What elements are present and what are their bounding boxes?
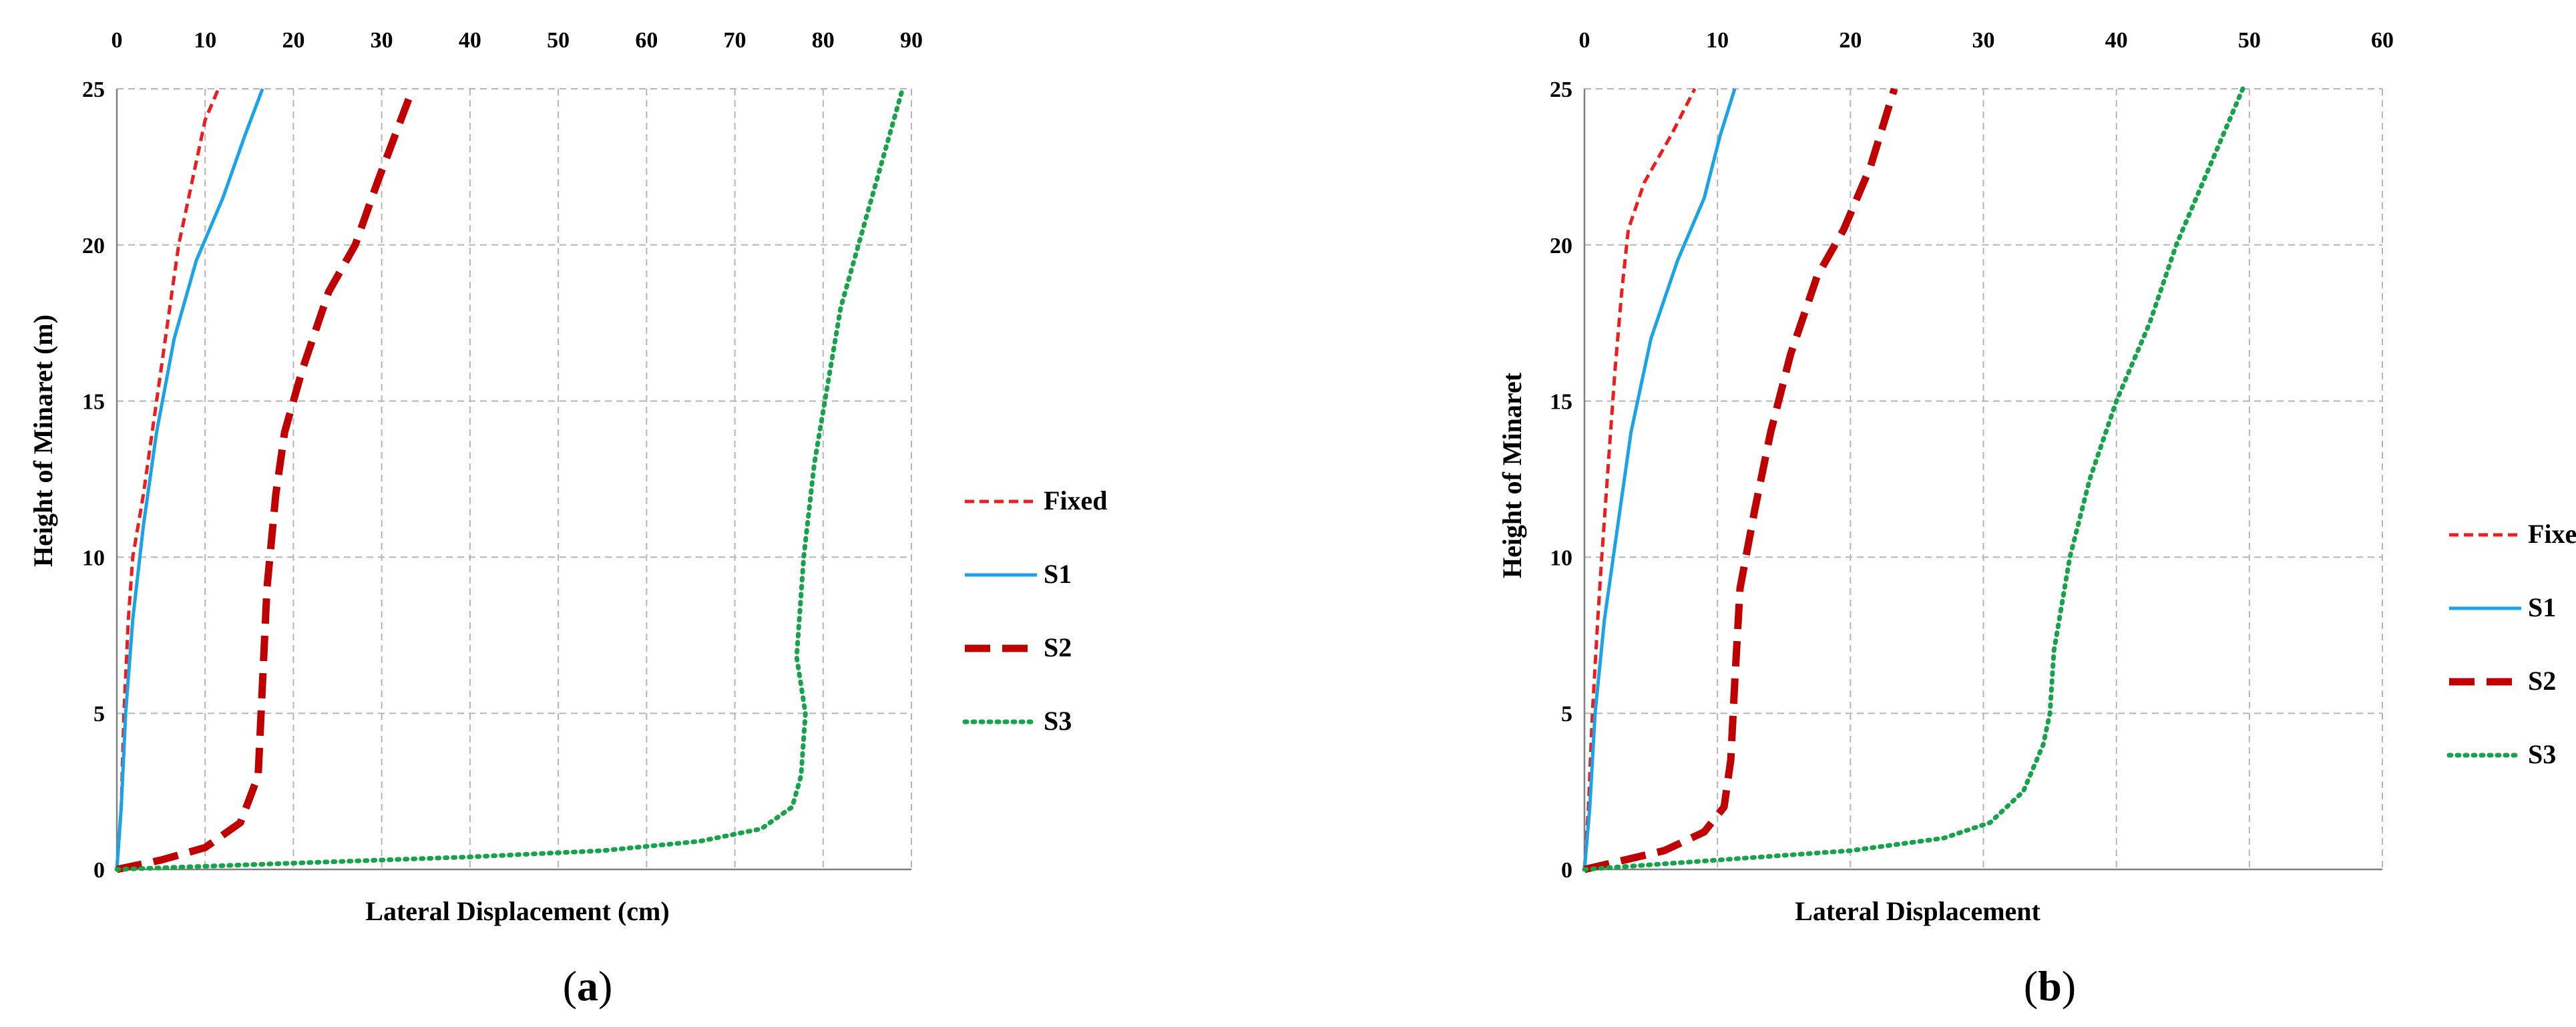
x-tick-label: 40 bbox=[459, 28, 481, 53]
grid bbox=[1584, 88, 2383, 869]
x-tick-label: 0 bbox=[1579, 28, 1590, 53]
grid bbox=[117, 88, 912, 869]
y-tick-label: 20 bbox=[1550, 234, 1572, 258]
legend-label-s3: S3 bbox=[1044, 706, 1072, 736]
x-tick-label: 10 bbox=[194, 28, 216, 53]
legend-label-s1: S1 bbox=[2528, 592, 2556, 622]
chart-panel-a: 0 10 20 30 40 50 60 70 80 90 0 5 10 15 20 25 Lateral D… bbox=[28, 28, 1108, 926]
y-axis-label: Height of Minaret (m) bbox=[28, 315, 58, 567]
x-tick-label: 40 bbox=[2105, 28, 2128, 53]
series-line-s1 bbox=[1582, 88, 1737, 870]
x-tick-label: 20 bbox=[1839, 28, 1862, 53]
x-tick-label: 50 bbox=[2238, 28, 2261, 53]
y-tick-label: 5 bbox=[1561, 702, 1572, 727]
y-tick-labels: 0 5 10 15 20 25 bbox=[1550, 77, 1572, 883]
x-tick-label: 90 bbox=[900, 28, 923, 53]
legend-label-s1: S1 bbox=[1044, 559, 1072, 589]
y-tick-label: 5 bbox=[93, 702, 105, 727]
series-line-s3 bbox=[1582, 86, 2245, 872]
y-tick-label: 10 bbox=[82, 546, 105, 570]
axes bbox=[116, 89, 911, 871]
legend-label-fixed: Fixed bbox=[1044, 485, 1108, 516]
y-tick-label: 20 bbox=[82, 234, 105, 258]
panel-label-a: (a) bbox=[563, 962, 613, 1010]
y-tick-label: 10 bbox=[1550, 546, 1572, 570]
series-line-fixed bbox=[1582, 87, 1697, 870]
panel-label-b: (b) bbox=[2024, 962, 2076, 1010]
series-lines bbox=[1582, 86, 2245, 873]
y-axis-label: Height of Minaret bbox=[1497, 372, 1527, 578]
series-line-s1 bbox=[115, 88, 264, 870]
x-tick-label: 10 bbox=[1706, 28, 1729, 53]
chart-panel-b: 0 10 20 30 40 50 60 0 5 10 15 20 25 Lateral Displac… bbox=[1497, 28, 2576, 926]
legend: Fixed S1 S2 S3 bbox=[962, 485, 1108, 736]
x-tick-label: 20 bbox=[282, 28, 304, 53]
legend-label-fixed: Fixed bbox=[2528, 519, 2576, 549]
axes bbox=[1583, 89, 2382, 871]
y-tick-label: 0 bbox=[1561, 858, 1572, 883]
series-line-s2 bbox=[116, 87, 417, 873]
x-tick-label: 30 bbox=[1972, 28, 1995, 53]
x-tick-label: 80 bbox=[812, 28, 835, 53]
series-line-fixed bbox=[115, 88, 220, 870]
x-tick-label: 70 bbox=[724, 28, 746, 53]
legend-label-s2: S2 bbox=[1044, 632, 1072, 662]
series-lines bbox=[114, 86, 905, 873]
y-tick-label: 15 bbox=[82, 390, 105, 415]
y-tick-label: 15 bbox=[1550, 390, 1572, 415]
x-axis-label: Lateral Displacement (cm) bbox=[365, 896, 669, 926]
x-tick-label: 60 bbox=[635, 28, 658, 53]
x-axis-label: Lateral Displacement bbox=[1795, 896, 2041, 926]
y-tick-label: 25 bbox=[82, 77, 105, 102]
y-tick-label: 25 bbox=[1550, 77, 1572, 102]
x-tick-labels: 0 10 20 30 40 50 60 70 80 90 bbox=[112, 28, 923, 53]
legend: Fixed S1 S2 S3 bbox=[2446, 519, 2576, 769]
series-line-s3 bbox=[114, 86, 905, 872]
y-tick-label: 0 bbox=[93, 858, 105, 883]
legend-label-s2: S2 bbox=[2528, 666, 2556, 696]
series-line-s2 bbox=[1583, 87, 1898, 873]
x-tick-label: 0 bbox=[112, 28, 123, 53]
legend-label-s3: S3 bbox=[2528, 739, 2556, 769]
x-tick-label: 50 bbox=[547, 28, 570, 53]
x-tick-labels: 0 10 20 30 40 50 60 bbox=[1579, 28, 2394, 53]
y-tick-labels: 0 5 10 15 20 25 bbox=[82, 77, 105, 883]
x-tick-label: 30 bbox=[371, 28, 393, 53]
x-tick-label: 60 bbox=[2371, 28, 2394, 53]
